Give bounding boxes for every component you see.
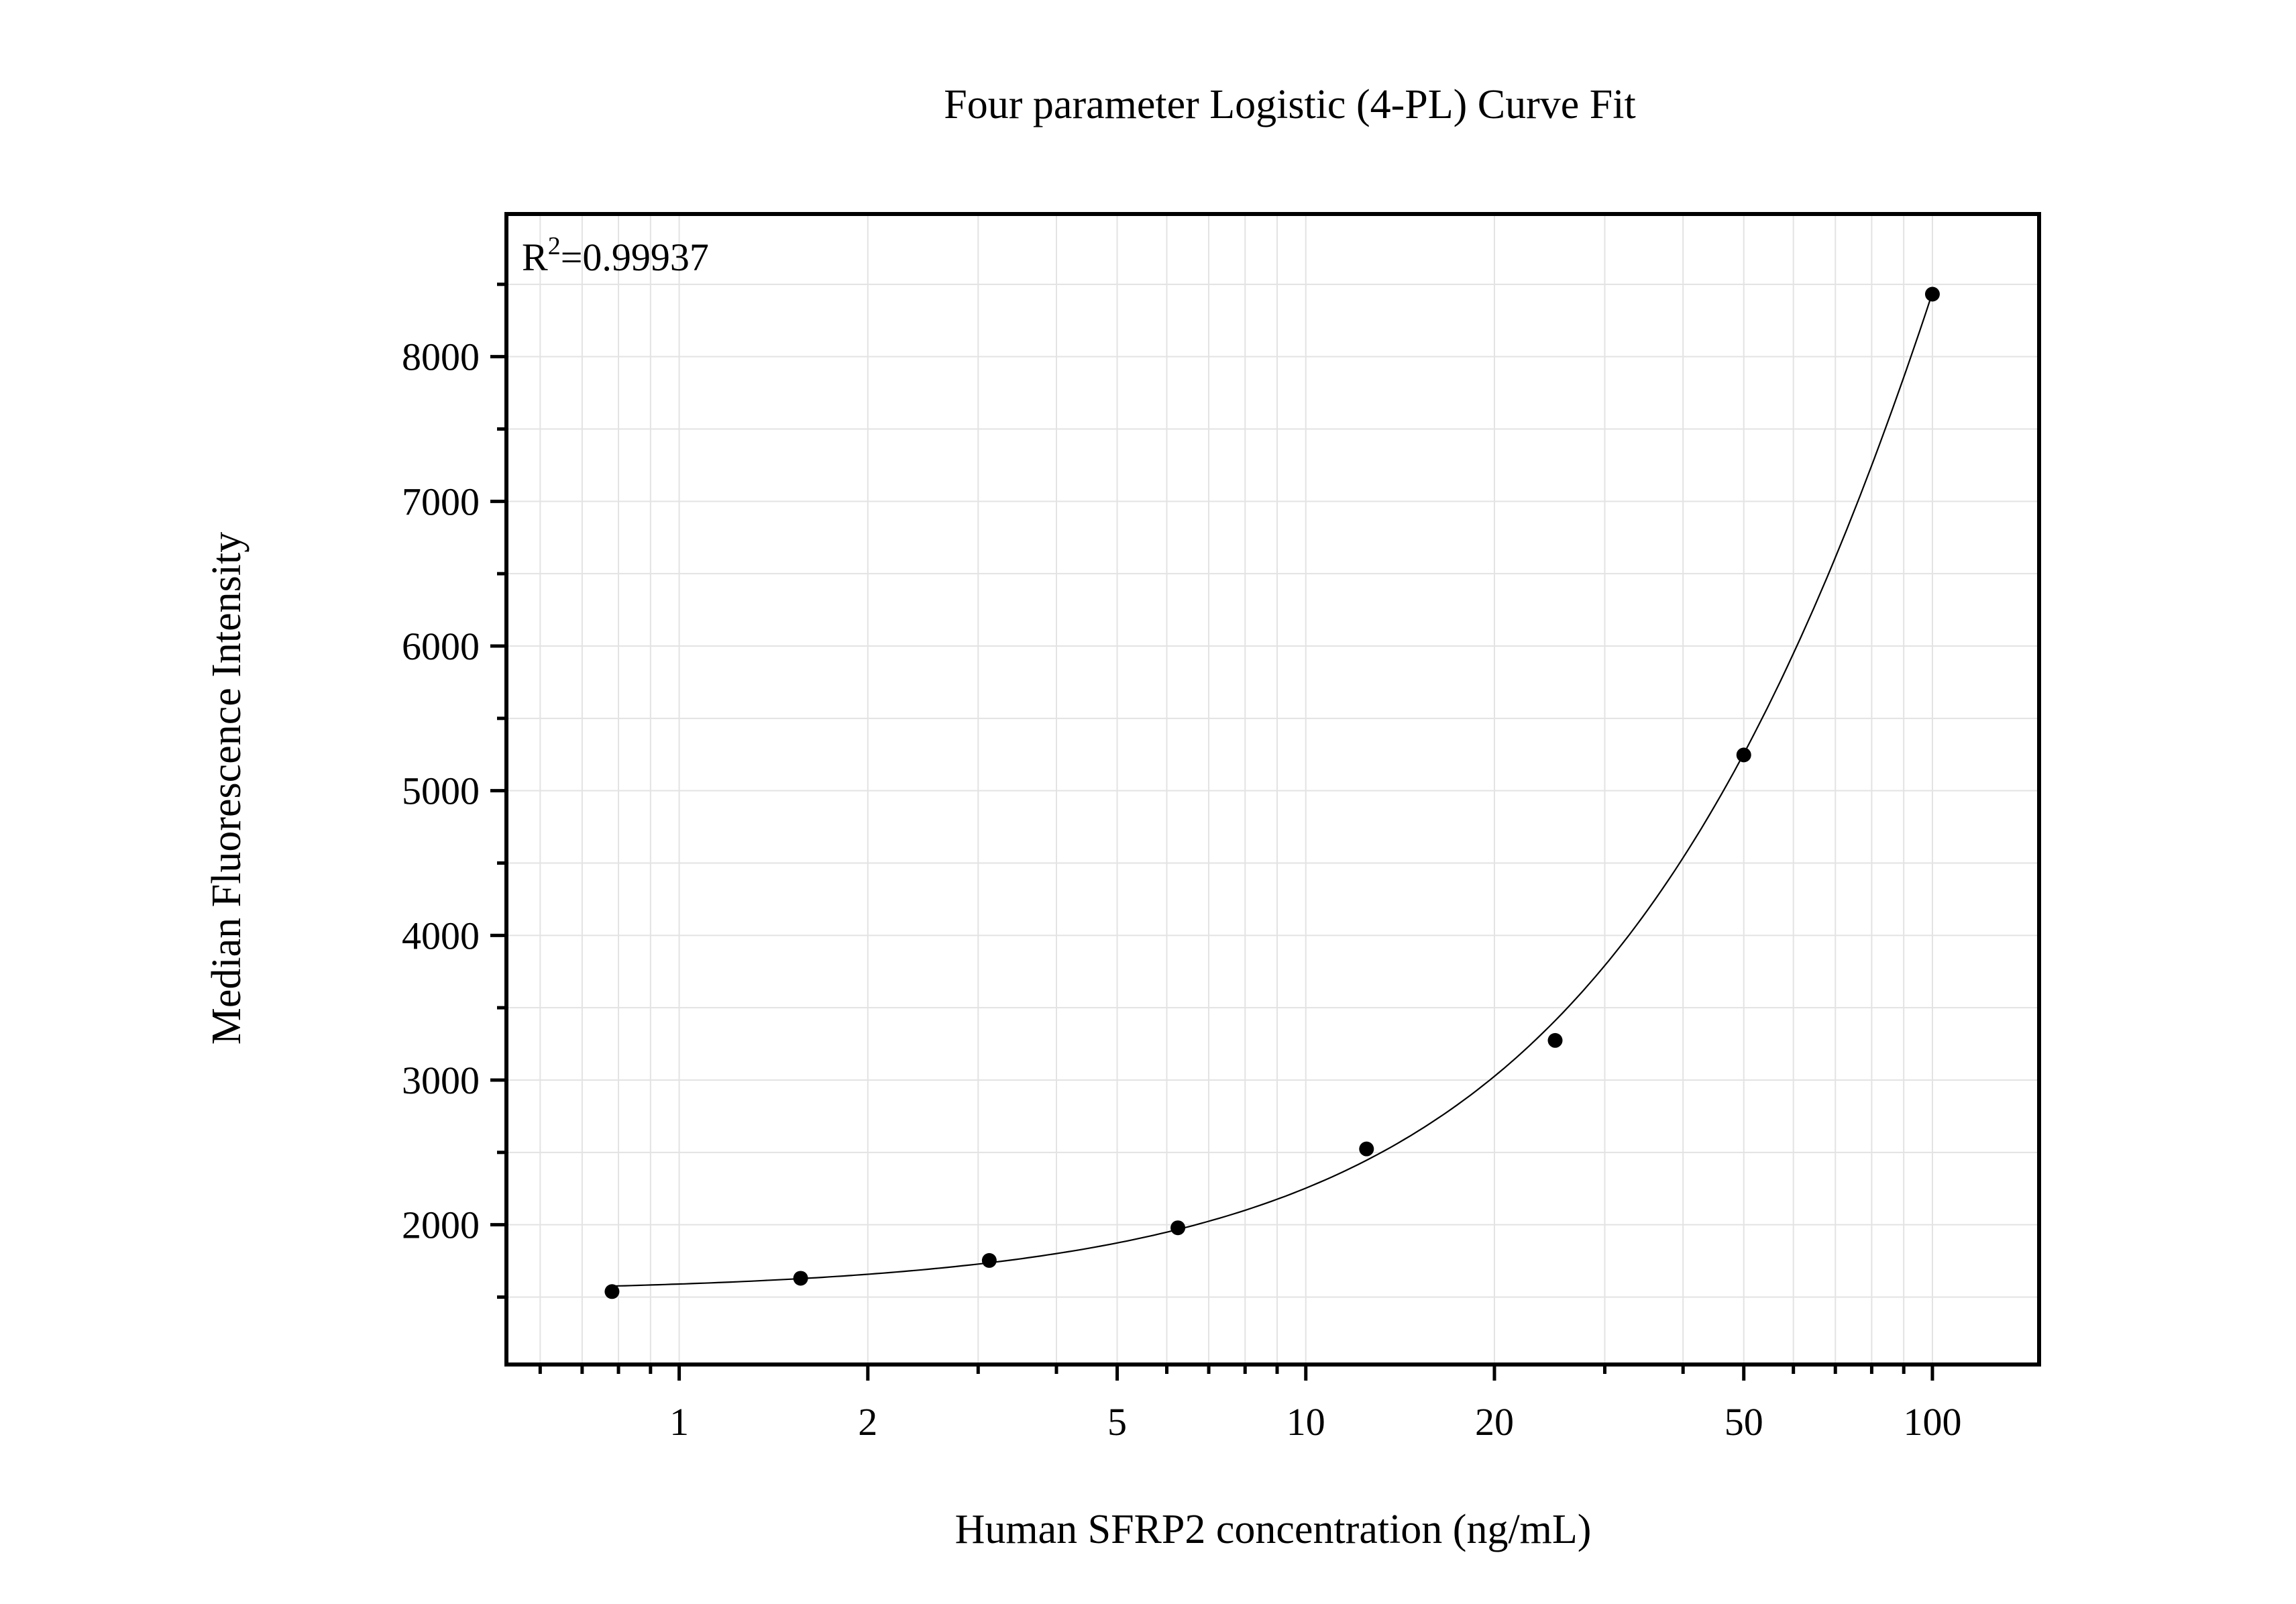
data-point — [793, 1271, 808, 1286]
y-tick-label: 4000 — [402, 914, 480, 957]
r-squared-prefix: R — [522, 235, 548, 279]
data-point — [1359, 1141, 1374, 1157]
y-tick-label: 6000 — [402, 625, 480, 668]
x-axis-label: Human SFRP2 concentration (ng/mL) — [955, 1507, 1592, 1552]
data-points — [604, 286, 1940, 1299]
data-point — [604, 1284, 620, 1299]
x-tick-label: 20 — [1475, 1400, 1514, 1444]
y-tick-label: 8000 — [402, 335, 480, 379]
x-tick-label: 5 — [1107, 1400, 1127, 1444]
x-tick-label: 10 — [1287, 1400, 1325, 1444]
data-point — [1170, 1220, 1186, 1236]
chart-title: Four parameter Logistic (4-PL) Curve Fit — [944, 82, 1635, 127]
data-point — [1547, 1032, 1563, 1048]
r-squared-sup: 2 — [548, 232, 561, 260]
x-tick-labels: 1 2 5 10 20 50 100 — [669, 1400, 1961, 1444]
data-point — [981, 1252, 997, 1268]
grid — [506, 214, 2039, 1365]
y-axis-label: Median Fluorescence Intensity — [204, 532, 250, 1045]
axis-ticks — [490, 282, 1934, 1381]
y-tick-label: 3000 — [402, 1059, 480, 1102]
r-squared-annotation: R2=0.99937 — [522, 232, 709, 279]
y-tick-label: 7000 — [402, 480, 480, 523]
x-tick-label: 1 — [669, 1400, 689, 1444]
r-squared-value: =0.99937 — [561, 235, 709, 279]
x-tick-label: 100 — [1903, 1400, 1961, 1444]
data-point — [1924, 286, 1940, 302]
data-point — [1736, 747, 1751, 763]
y-tick-label: 5000 — [402, 769, 480, 813]
y-tick-labels: 2000 3000 4000 5000 6000 7000 8000 — [402, 335, 480, 1247]
plot-frame — [504, 212, 2041, 1367]
y-tick-label: 2000 — [402, 1204, 480, 1247]
x-tick-label: 50 — [1725, 1400, 1763, 1444]
x-tick-label: 2 — [858, 1400, 877, 1444]
fit-curve — [612, 292, 1933, 1287]
